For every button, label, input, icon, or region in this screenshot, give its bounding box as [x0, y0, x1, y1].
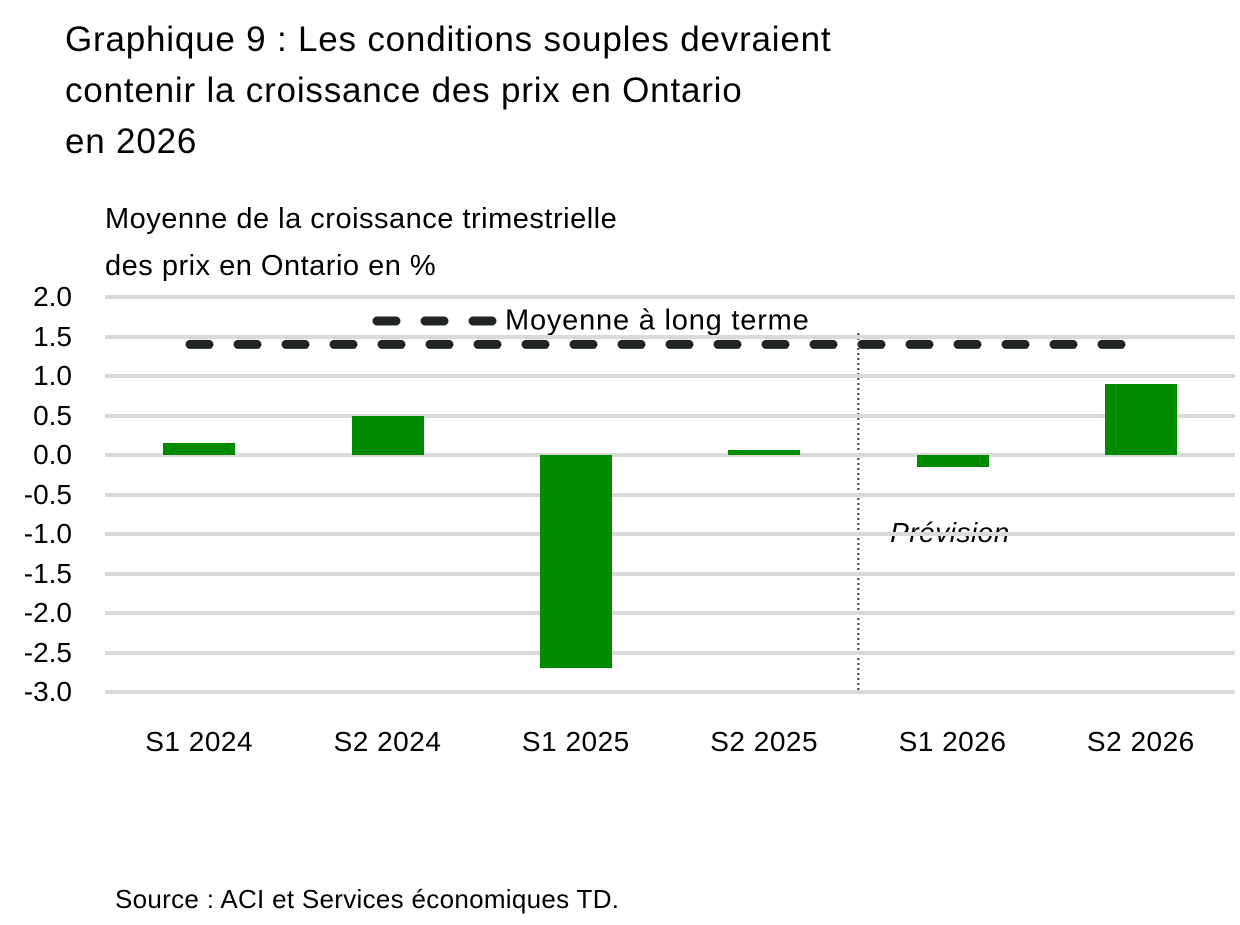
bar-s1-2026: [916, 455, 989, 467]
source-note: Source : ACI et Services économiques TD.: [115, 884, 620, 914]
long-term-average-legend-label: Moyenne à long terme: [505, 304, 810, 337]
x-tick-label: S1 2025: [521, 726, 630, 757]
gridline: [105, 295, 1235, 299]
y-tick-label: -0.5: [23, 478, 72, 510]
gridline: [105, 492, 1235, 497]
gridline: [105, 532, 1235, 536]
x-tick-label: S2 2024: [333, 726, 442, 757]
bar-s1-2024: [163, 443, 236, 455]
bar-s2-2025: [728, 450, 801, 455]
gridline: [105, 413, 1235, 418]
bar-s2-2026: [1104, 383, 1177, 455]
x-tick-label: S1 2024: [145, 726, 254, 757]
y-tick-label: -2.5: [23, 636, 72, 668]
chart-title: Graphique 9 : Les conditions souples dev…: [65, 20, 832, 161]
y-tick-label: 1.0: [33, 360, 72, 391]
plot-area: Moyenne à long terme Prévision 2.0 1.5 1.0…: [24, 281, 1235, 757]
y-tick-label: 1.5: [33, 320, 72, 352]
chart-subtitle: Moyenne de la croissance trimestrielle d…: [105, 203, 618, 282]
bar-s1-2025: [539, 455, 612, 669]
y-tick-label: -3.0: [23, 676, 72, 707]
x-tick-label: S1 2026: [898, 726, 1007, 757]
x-tick-label: S2 2025: [710, 726, 819, 757]
y-tick-label: -2.0: [23, 597, 72, 628]
gridline: [105, 650, 1235, 655]
y-tick-label: -1.0: [23, 518, 72, 549]
gridline: [105, 571, 1235, 576]
y-tick-label: 2.0: [33, 281, 72, 312]
y-tick-label: 0.5: [33, 399, 72, 431]
gridline: [105, 374, 1235, 378]
y-tick-label: 0.0: [33, 439, 72, 470]
gridline: [105, 690, 1235, 694]
x-tick-label: S2 2026: [1086, 726, 1195, 757]
gridline: [105, 453, 1235, 457]
gridline: [105, 334, 1235, 339]
y-tick-label: -1.5: [23, 557, 72, 589]
gridline: [105, 611, 1235, 615]
bar-s2-2024: [351, 415, 424, 455]
